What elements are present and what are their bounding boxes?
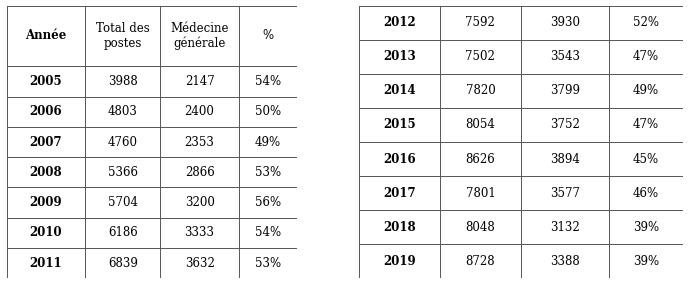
Text: 52%: 52% — [633, 16, 659, 29]
Text: 2007: 2007 — [30, 135, 62, 149]
Text: 53%: 53% — [255, 166, 281, 179]
Text: 54%: 54% — [255, 75, 281, 88]
Text: 8048: 8048 — [466, 221, 495, 234]
Text: 8626: 8626 — [466, 153, 495, 166]
Text: Total des
postes: Total des postes — [96, 22, 150, 50]
Text: 3132: 3132 — [550, 221, 580, 234]
Text: 4760: 4760 — [108, 135, 138, 149]
Text: 3894: 3894 — [550, 153, 580, 166]
Text: 2006: 2006 — [30, 105, 62, 118]
Text: 8054: 8054 — [466, 118, 495, 131]
Text: 3988: 3988 — [108, 75, 138, 88]
Text: 49%: 49% — [255, 135, 281, 149]
Text: 2011: 2011 — [30, 257, 62, 270]
Text: 4803: 4803 — [108, 105, 138, 118]
Text: 53%: 53% — [255, 257, 281, 270]
Text: 45%: 45% — [633, 153, 659, 166]
Text: 50%: 50% — [255, 105, 281, 118]
Text: 3930: 3930 — [550, 16, 580, 29]
Text: 5704: 5704 — [108, 196, 138, 209]
Text: 3577: 3577 — [550, 187, 580, 200]
Text: 7820: 7820 — [466, 84, 495, 97]
Text: 2015: 2015 — [383, 118, 415, 131]
Text: 7592: 7592 — [466, 16, 495, 29]
Text: 39%: 39% — [633, 255, 659, 268]
Text: 2866: 2866 — [185, 166, 215, 179]
Text: 2009: 2009 — [30, 196, 62, 209]
Text: 49%: 49% — [633, 84, 659, 97]
Text: 54%: 54% — [255, 226, 281, 239]
Text: 3752: 3752 — [550, 118, 580, 131]
Text: 3200: 3200 — [185, 196, 215, 209]
Text: Année: Année — [26, 30, 67, 43]
Text: 3543: 3543 — [550, 50, 580, 63]
Text: 46%: 46% — [633, 187, 659, 200]
Text: 2018: 2018 — [383, 221, 415, 234]
Text: Médecine
générale: Médecine générale — [170, 22, 229, 50]
Text: 2012: 2012 — [383, 16, 415, 29]
Text: 7801: 7801 — [466, 187, 495, 200]
Text: 2005: 2005 — [30, 75, 62, 88]
Text: 3388: 3388 — [550, 255, 580, 268]
Text: 5366: 5366 — [108, 166, 138, 179]
Text: 2353: 2353 — [185, 135, 215, 149]
Text: 2400: 2400 — [185, 105, 215, 118]
Text: 2014: 2014 — [383, 84, 415, 97]
Text: 47%: 47% — [633, 50, 659, 63]
Text: 3799: 3799 — [550, 84, 580, 97]
Text: %: % — [262, 30, 273, 43]
Text: 2019: 2019 — [383, 255, 415, 268]
Text: 8728: 8728 — [466, 255, 495, 268]
Text: 2147: 2147 — [185, 75, 215, 88]
Text: 47%: 47% — [633, 118, 659, 131]
Text: 2016: 2016 — [383, 153, 415, 166]
Text: 3333: 3333 — [185, 226, 215, 239]
Text: 6186: 6186 — [108, 226, 138, 239]
Text: 56%: 56% — [255, 196, 281, 209]
Text: 2017: 2017 — [383, 187, 415, 200]
Text: 7502: 7502 — [466, 50, 495, 63]
Text: 39%: 39% — [633, 221, 659, 234]
Text: 2010: 2010 — [30, 226, 62, 239]
Text: 3632: 3632 — [185, 257, 215, 270]
Text: 6839: 6839 — [108, 257, 138, 270]
Text: 2008: 2008 — [30, 166, 62, 179]
Text: 2013: 2013 — [383, 50, 415, 63]
